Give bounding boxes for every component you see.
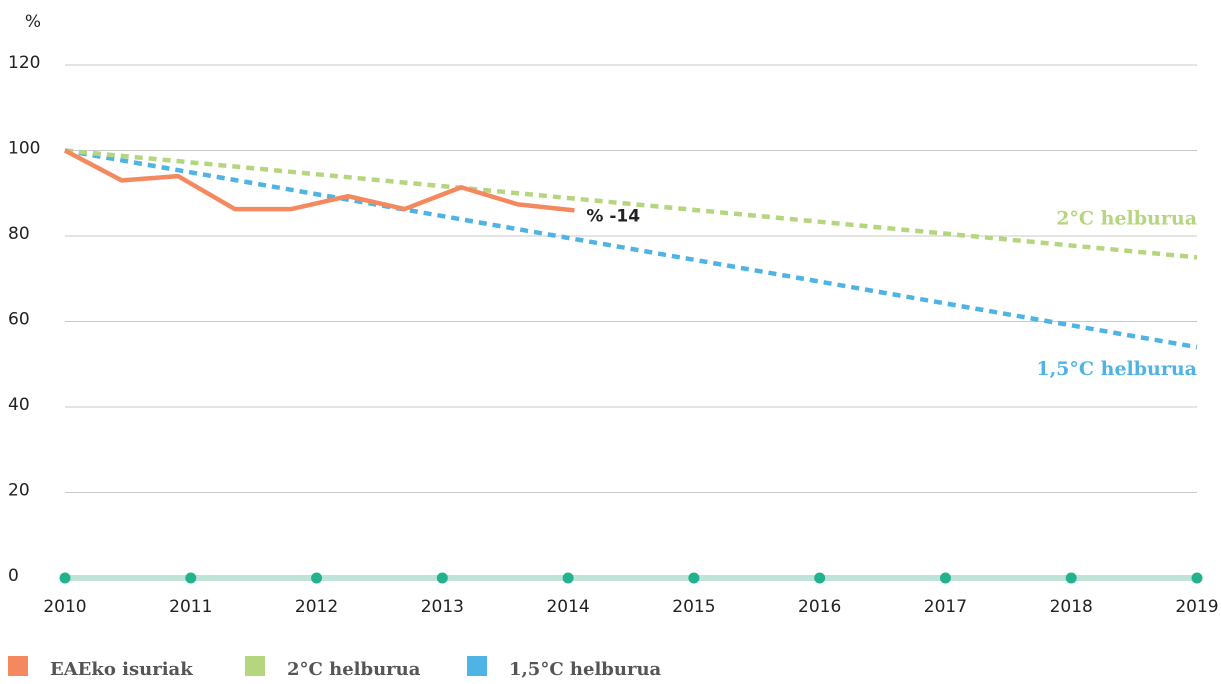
y-tick-label: 20 xyxy=(8,481,30,501)
series-line xyxy=(64,148,1198,260)
x-tick-label: 2017 xyxy=(924,597,967,617)
x-tick-label: 2018 xyxy=(1050,597,1093,617)
y-tick-label: 80 xyxy=(8,224,30,244)
y-tick-label: 0 xyxy=(8,566,19,586)
x-tick-label: 2010 xyxy=(43,597,86,617)
x-tick-dot xyxy=(1065,572,1077,584)
x-tick-label: 2011 xyxy=(169,597,212,617)
y-tick-label: 100 xyxy=(8,139,40,159)
series-line xyxy=(63,148,575,213)
x-tick-dot xyxy=(688,572,700,584)
x-tick-dot xyxy=(185,572,197,584)
legend-label: EAEko isuriak xyxy=(50,659,193,680)
x-tick-dot xyxy=(1191,572,1203,584)
x-tick-dot xyxy=(562,572,574,584)
x-tick-dot xyxy=(814,572,826,584)
legend-swatch xyxy=(8,656,28,676)
x-tick-label: 2012 xyxy=(295,597,338,617)
line-label: 1,5°C helburua xyxy=(1036,358,1197,380)
legend-swatch xyxy=(467,656,487,676)
x-tick-dot xyxy=(436,572,448,584)
x-tick-dot xyxy=(311,572,323,584)
y-axis-label: % xyxy=(25,12,41,32)
legend-label: 2°C helburua xyxy=(287,659,421,680)
legend-label: 1,5°C helburua xyxy=(509,659,662,680)
x-tick-dot xyxy=(59,572,71,584)
x-tick-label: 2013 xyxy=(421,597,464,617)
y-tick-label: 120 xyxy=(8,53,40,73)
x-tick-label: 2014 xyxy=(546,597,589,617)
line-label: 2°C helburua xyxy=(1056,207,1197,229)
x-tick-label: 2016 xyxy=(798,597,841,617)
series-line xyxy=(64,148,1198,350)
y-tick-label: 40 xyxy=(8,395,30,415)
legend-swatch xyxy=(245,656,265,676)
y-tick-label: 60 xyxy=(8,310,30,330)
x-tick-label: 2019 xyxy=(1175,597,1218,617)
annotation: % -14 xyxy=(586,206,640,226)
x-tick-label: 2015 xyxy=(672,597,715,617)
x-tick-dot xyxy=(939,572,951,584)
